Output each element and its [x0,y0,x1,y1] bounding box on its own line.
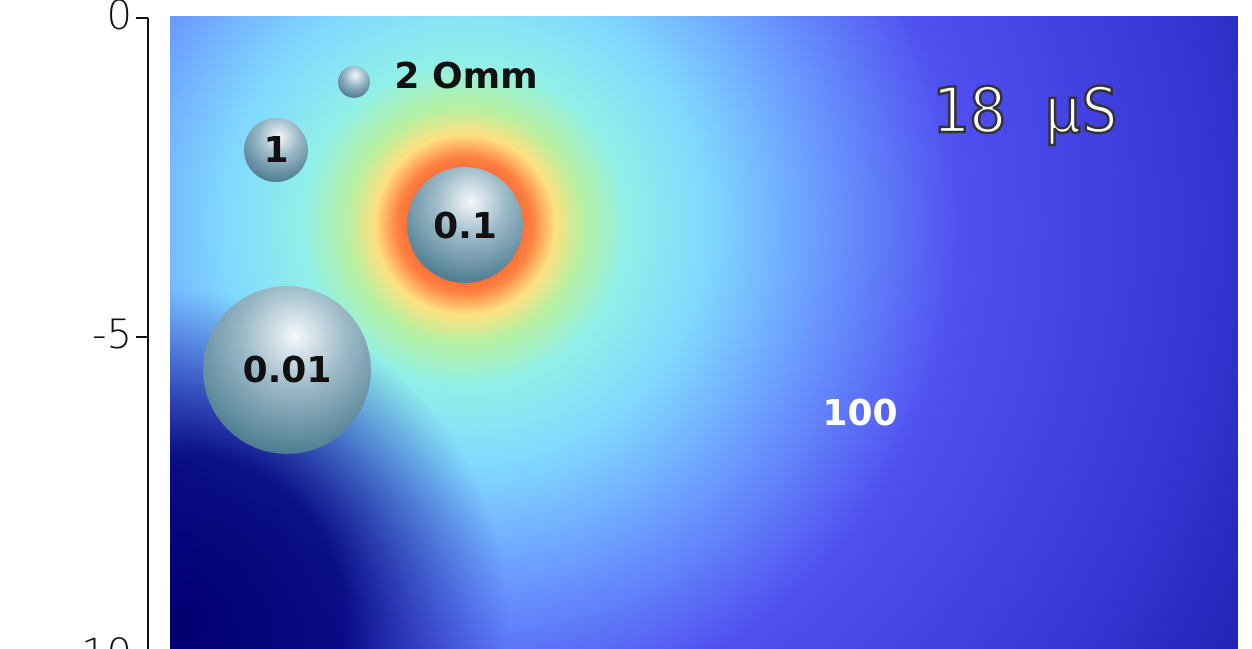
sphere [203,286,371,454]
y-tick-label: 0 [107,0,132,39]
y-tick-label: -10 [67,631,132,649]
sphere [244,118,308,182]
sphere [338,66,370,98]
y-tick-label: -5 [92,312,132,358]
sphere [407,167,523,283]
ticks: 0 -5 -10 [67,0,148,649]
sphere-label: 2 Omm [394,56,537,97]
sphere-label: 0.01 [243,350,332,391]
region-label: 100 [822,393,897,434]
time-label: 18 μS [932,74,1119,147]
sphere-label: 0.1 [433,206,497,247]
sphere-label: 1 [263,130,288,171]
